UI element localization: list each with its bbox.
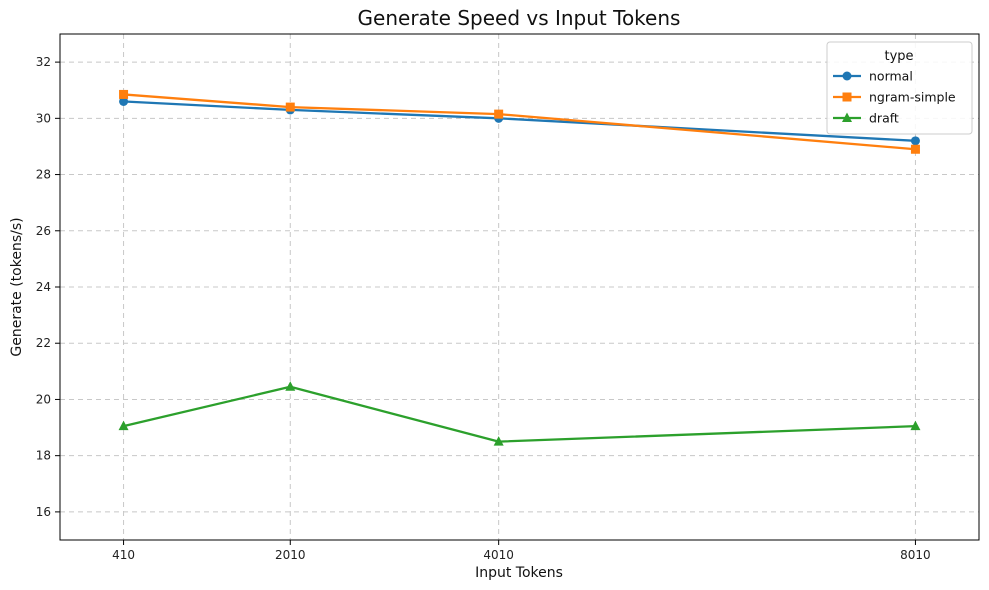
y-tick-label: 28: [36, 168, 51, 182]
data-point-normal: [910, 136, 920, 146]
legend-item-draft: draft: [833, 111, 899, 126]
data-point-ngram-simple: [494, 109, 504, 119]
y-tick-label: 30: [36, 111, 51, 125]
series-layer: [118, 89, 921, 446]
x-tick-label: 4010: [483, 548, 514, 562]
data-point-draft: [285, 381, 296, 391]
legend-label: draft: [869, 111, 899, 126]
legend-marker: [842, 92, 852, 102]
y-tick-label: 16: [36, 505, 51, 519]
y-tick-label: 26: [36, 224, 51, 238]
legend-label: ngram-simple: [869, 90, 956, 105]
y-tick-label: 20: [36, 392, 51, 406]
series-line-normal: [123, 100, 916, 142]
axis-ticks: 410 2010 4010 8010 16 18 20 22 24 26 28 30 32: [36, 55, 931, 562]
legend-label: normal: [869, 69, 913, 84]
x-tick-label: 2010: [275, 548, 306, 562]
y-axis-label: Generate (tokens/s): [9, 217, 25, 356]
data-point-ngram-simple: [119, 89, 129, 99]
legend: type normal ngram-simple draft: [826, 41, 973, 135]
legend-marker: [842, 71, 852, 81]
y-tick-label: 32: [36, 55, 51, 69]
y-tick-label: 22: [36, 336, 51, 350]
x-tick-label: 8010: [900, 548, 931, 562]
legend-title: type: [884, 49, 913, 64]
legend-box: [826, 41, 973, 135]
x-axis-label: Input Tokens: [475, 565, 563, 581]
legend-item-ngram-simple: ngram-simple: [833, 90, 956, 105]
data-point-ngram-simple: [910, 144, 920, 154]
data-point-ngram-simple: [285, 102, 295, 112]
data-point-normal: [119, 96, 129, 106]
data-point-draft: [118, 420, 129, 431]
y-tick-label: 18: [36, 449, 51, 463]
series-ngram-simple: [119, 89, 920, 154]
y-tick-label: 24: [36, 280, 51, 294]
chart-title: Generate Speed vs Input Tokens: [358, 6, 681, 30]
legend-marker: [842, 112, 852, 122]
series-line-ngram-simple: [123, 93, 916, 151]
legend-item-normal: normal: [833, 69, 913, 84]
x-tick-label: 410: [112, 548, 135, 562]
data-point-draft: [493, 436, 504, 446]
series-line-draft: [123, 385, 916, 443]
series-draft: [118, 381, 921, 446]
data-point-draft: [910, 420, 921, 431]
